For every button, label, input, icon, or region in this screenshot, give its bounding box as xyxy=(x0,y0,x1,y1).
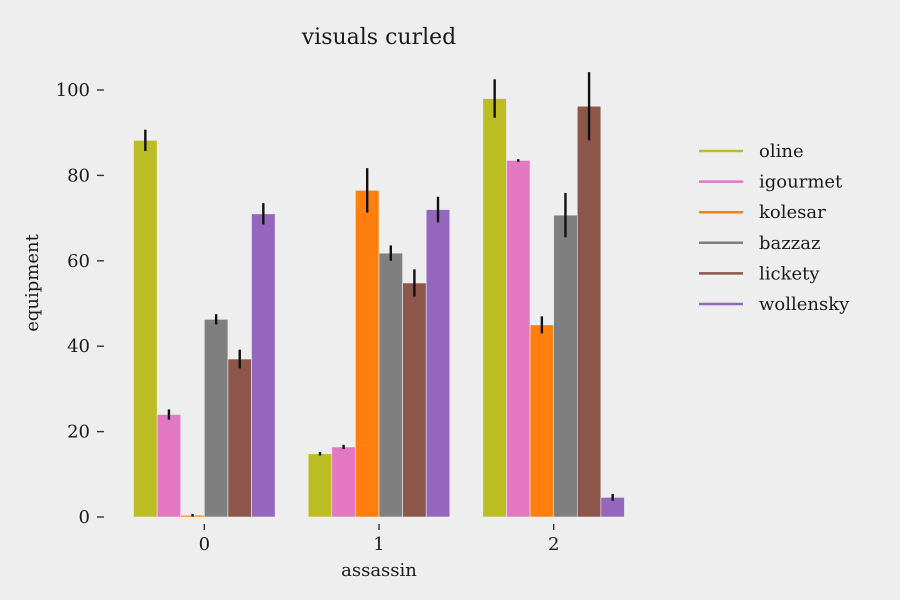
x-axis-label: assassin xyxy=(341,560,417,581)
x-tick-label: 2 xyxy=(548,534,559,555)
bar-bazzaz-1 xyxy=(378,252,403,518)
bar-lickety-2 xyxy=(576,105,602,518)
bar-kolesar-1 xyxy=(355,190,380,518)
legend-label-bazzaz: bazzaz xyxy=(759,233,820,254)
x-tick-label: 1 xyxy=(373,534,384,555)
bar-kolesar-2 xyxy=(529,324,554,518)
bar-igourmet-1 xyxy=(331,446,356,518)
bar-wollensky-1 xyxy=(425,209,451,518)
bar-igourmet-2 xyxy=(506,160,531,518)
y-tick-label: 20 xyxy=(67,422,90,443)
legend-label-igourmet: igourmet xyxy=(759,172,843,193)
bar-bazzaz-0 xyxy=(204,318,229,518)
bar-oline-0 xyxy=(133,140,158,518)
y-tick-label: 0 xyxy=(79,507,90,528)
bar-igourmet-0 xyxy=(156,414,182,518)
bar-oline-1 xyxy=(307,453,333,518)
y-tick-label: 80 xyxy=(67,165,90,186)
y-axis-label: equipment xyxy=(22,233,43,331)
chart-title: visuals curled xyxy=(301,25,457,50)
legend-label-kolesar: kolesar xyxy=(759,202,826,223)
plot-area: 0 20 40 60 80 100 0 1 2 xyxy=(56,72,625,555)
bar-lickety-1 xyxy=(402,282,427,518)
y-tick-label: 60 xyxy=(67,251,90,272)
bar-wollensky-0 xyxy=(251,213,276,518)
y-tick-label: 100 xyxy=(56,80,90,101)
legend-label-wollensky: wollensky xyxy=(759,294,850,315)
bar-lickety-0 xyxy=(227,358,252,518)
legend-label-lickety: lickety xyxy=(759,263,820,284)
x-tick-label: 0 xyxy=(199,534,210,555)
bar-bazzaz-2 xyxy=(553,214,578,518)
legend: oline igourmet kolesar bazzaz lickety wollens… xyxy=(699,141,850,315)
bar-oline-2 xyxy=(482,98,507,518)
y-tick-label: 40 xyxy=(67,336,90,357)
legend-label-oline: oline xyxy=(759,141,804,162)
